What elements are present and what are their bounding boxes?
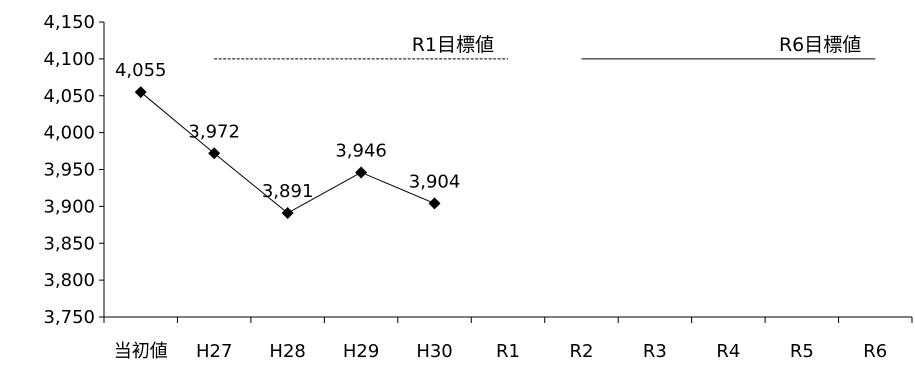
axes <box>103 22 912 318</box>
data-point-marker <box>134 86 147 99</box>
y-tick-label: 3,950 <box>43 160 95 181</box>
target-label: R6目標値 <box>779 34 861 56</box>
series-group <box>134 86 441 220</box>
y-tick-label: 4,100 <box>43 49 95 70</box>
x-tick-label: R1 <box>496 341 520 362</box>
data-label: 3,904 <box>409 171 461 192</box>
x-tick-label: H30 <box>416 341 452 362</box>
y-tick-label: 4,050 <box>43 86 95 107</box>
y-tick-label: 4,000 <box>43 123 95 144</box>
target-label: R1目標値 <box>412 34 494 56</box>
y-tick-label: 3,900 <box>43 196 95 217</box>
x-axis-categories: 当初値 H27 H28 H29 H30 R1 R2 R3 R4 R5 R6 <box>103 317 913 362</box>
data-labels: 4,055 3,972 3,891 3,946 3,904 <box>115 60 460 202</box>
y-tick-label: 3,800 <box>43 270 95 291</box>
data-label: 3,972 <box>188 121 240 142</box>
data-point-marker <box>355 166 368 179</box>
y-tick-label: 3,750 <box>43 307 95 328</box>
x-tick-label: R4 <box>716 341 740 362</box>
x-tick-label: H29 <box>343 341 379 362</box>
data-point-marker <box>208 147 221 160</box>
target-lines: R1目標値 R6目標値 <box>214 34 876 60</box>
y-axis-ticks: 3,750 3,800 3,850 3,900 3,950 4,000 4,050 4,100… <box>43 12 104 328</box>
data-point-marker <box>428 197 441 210</box>
x-tick-label: R3 <box>643 341 667 362</box>
x-tick-label: H27 <box>196 341 232 362</box>
x-tick-label: R5 <box>790 341 814 362</box>
data-label: 4,055 <box>115 60 167 81</box>
data-label: 3,891 <box>262 181 314 202</box>
data-point-marker <box>281 207 294 220</box>
x-tick-label: 当初値 <box>114 341 168 362</box>
y-tick-label: 3,850 <box>43 233 95 254</box>
x-tick-label: R2 <box>569 341 593 362</box>
data-label: 3,946 <box>335 140 387 161</box>
x-tick-label: R6 <box>863 341 887 362</box>
y-tick-label: 4,150 <box>43 12 95 33</box>
x-tick-label: H28 <box>269 341 305 362</box>
